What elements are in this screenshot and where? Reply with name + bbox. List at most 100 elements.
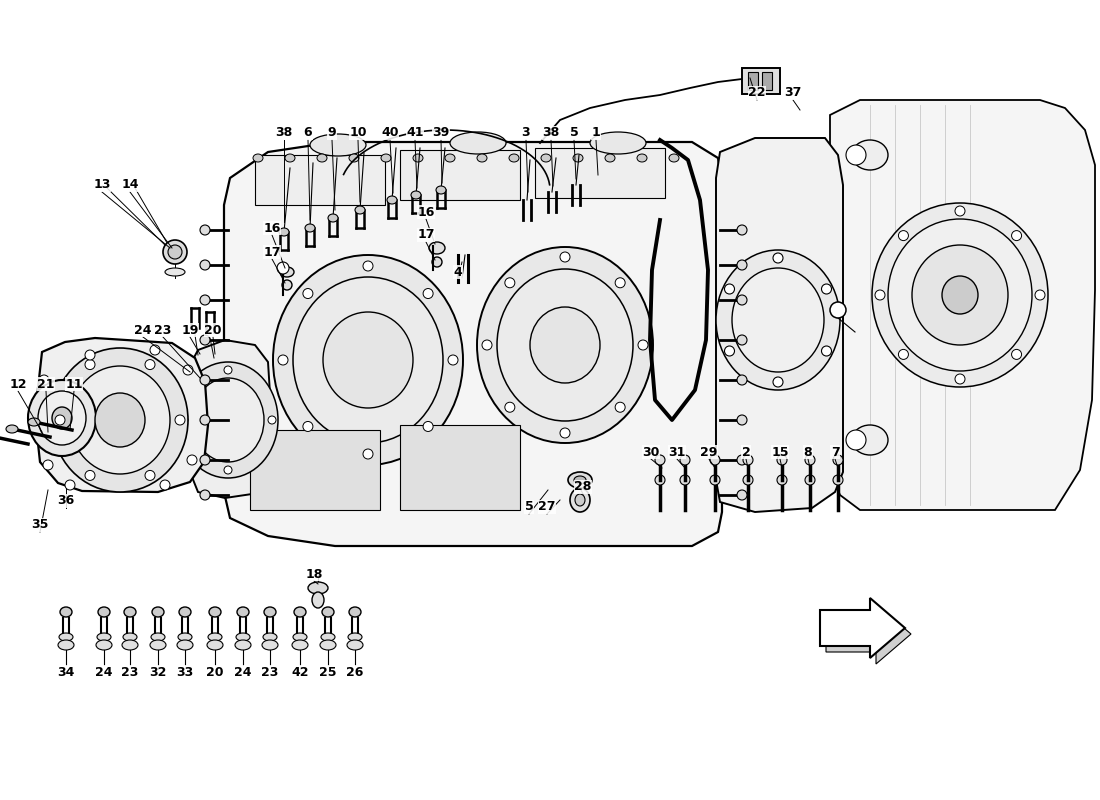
Polygon shape	[224, 142, 722, 546]
Ellipse shape	[346, 640, 363, 650]
Ellipse shape	[846, 145, 866, 165]
Ellipse shape	[58, 640, 74, 650]
Ellipse shape	[39, 375, 50, 385]
Ellipse shape	[852, 425, 888, 455]
Ellipse shape	[725, 284, 735, 294]
Ellipse shape	[150, 345, 160, 355]
Ellipse shape	[273, 255, 463, 465]
Ellipse shape	[312, 592, 324, 608]
Bar	[250, 430, 380, 510]
Ellipse shape	[145, 470, 155, 481]
Ellipse shape	[60, 607, 72, 617]
Ellipse shape	[574, 476, 586, 484]
Text: passion for parts: passion for parts	[320, 207, 791, 491]
Ellipse shape	[429, 242, 446, 254]
Ellipse shape	[85, 350, 95, 360]
Ellipse shape	[180, 416, 188, 424]
Ellipse shape	[320, 640, 336, 650]
Ellipse shape	[145, 359, 155, 370]
Ellipse shape	[124, 607, 136, 617]
Ellipse shape	[505, 278, 515, 288]
Text: 11: 11	[65, 378, 82, 390]
Ellipse shape	[175, 415, 185, 425]
Ellipse shape	[85, 359, 95, 370]
Ellipse shape	[177, 640, 192, 650]
Ellipse shape	[710, 455, 720, 465]
Ellipse shape	[833, 455, 843, 465]
Text: 23: 23	[154, 323, 172, 337]
Ellipse shape	[150, 640, 166, 650]
Ellipse shape	[773, 377, 783, 387]
Ellipse shape	[732, 268, 824, 372]
Text: 30: 30	[642, 446, 660, 458]
Ellipse shape	[363, 449, 373, 459]
Text: 2: 2	[741, 446, 750, 458]
Ellipse shape	[292, 640, 308, 650]
Ellipse shape	[280, 267, 294, 277]
Text: 18: 18	[306, 567, 322, 581]
Ellipse shape	[541, 154, 551, 162]
Ellipse shape	[349, 154, 359, 162]
Ellipse shape	[200, 455, 210, 465]
Ellipse shape	[279, 228, 289, 236]
Ellipse shape	[742, 475, 754, 485]
Bar	[742, 68, 780, 94]
Text: 1: 1	[592, 126, 601, 139]
Ellipse shape	[6, 425, 18, 433]
Ellipse shape	[805, 475, 815, 485]
Ellipse shape	[560, 428, 570, 438]
Ellipse shape	[168, 245, 182, 259]
Ellipse shape	[411, 191, 421, 199]
Ellipse shape	[605, 154, 615, 162]
Text: 41: 41	[406, 126, 424, 139]
Bar	[535, 148, 666, 198]
Ellipse shape	[200, 375, 210, 385]
Ellipse shape	[123, 633, 138, 641]
Text: 16: 16	[263, 222, 280, 234]
Polygon shape	[820, 598, 905, 658]
Polygon shape	[36, 338, 208, 492]
Ellipse shape	[178, 362, 278, 478]
Ellipse shape	[163, 240, 187, 264]
Ellipse shape	[737, 295, 747, 305]
Text: 13: 13	[94, 178, 111, 191]
Ellipse shape	[387, 196, 397, 204]
Ellipse shape	[1012, 230, 1022, 241]
Ellipse shape	[165, 268, 185, 276]
Ellipse shape	[355, 206, 365, 214]
Ellipse shape	[285, 154, 295, 162]
Ellipse shape	[209, 607, 221, 617]
Text: 37: 37	[784, 86, 802, 99]
Ellipse shape	[262, 640, 278, 650]
Ellipse shape	[302, 289, 312, 298]
Text: 7: 7	[830, 446, 839, 458]
Ellipse shape	[773, 253, 783, 263]
Bar	[400, 425, 520, 510]
Ellipse shape	[200, 490, 210, 500]
Ellipse shape	[872, 203, 1048, 387]
Text: 4: 4	[453, 266, 462, 278]
Ellipse shape	[833, 475, 843, 485]
Ellipse shape	[710, 475, 720, 485]
Ellipse shape	[122, 640, 138, 650]
Text: 24: 24	[96, 666, 112, 678]
Ellipse shape	[446, 154, 455, 162]
Text: 10: 10	[350, 126, 366, 139]
Text: 20: 20	[205, 323, 222, 337]
Ellipse shape	[680, 475, 690, 485]
Text: 35: 35	[31, 518, 48, 531]
Ellipse shape	[509, 154, 519, 162]
Polygon shape	[188, 340, 272, 498]
Ellipse shape	[530, 307, 600, 383]
Ellipse shape	[777, 455, 786, 465]
Text: 14: 14	[121, 178, 139, 191]
Text: 38: 38	[275, 126, 293, 139]
Ellipse shape	[716, 250, 840, 390]
Text: 6: 6	[304, 126, 312, 139]
Text: 3: 3	[521, 126, 530, 139]
Ellipse shape	[822, 284, 832, 294]
Ellipse shape	[200, 225, 210, 235]
Ellipse shape	[737, 415, 747, 425]
Ellipse shape	[737, 225, 747, 235]
Ellipse shape	[654, 455, 666, 465]
